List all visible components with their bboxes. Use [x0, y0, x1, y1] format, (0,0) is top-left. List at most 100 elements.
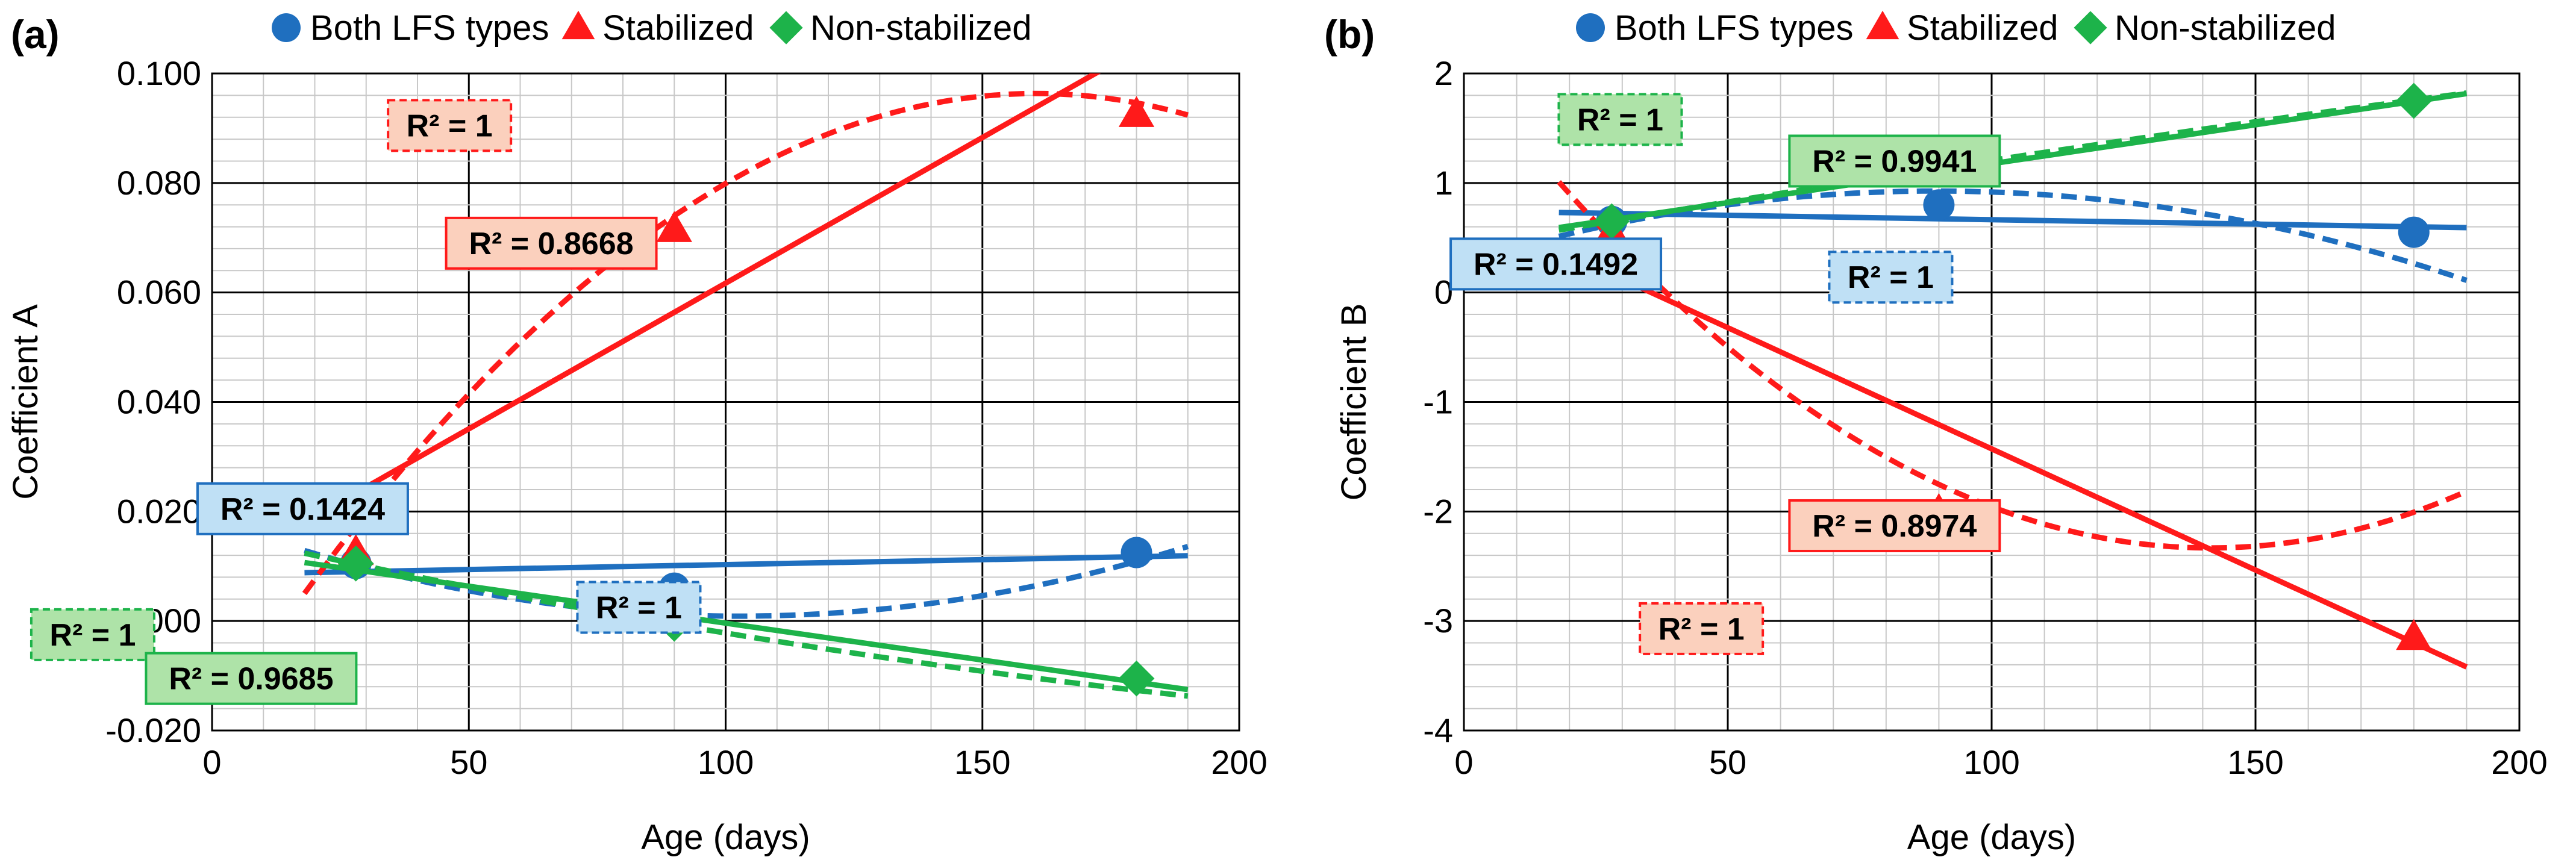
x-tick-label: 100 — [1963, 743, 2019, 781]
data-point-circle — [1121, 537, 1152, 569]
x-tick-label: 200 — [1211, 743, 1267, 781]
panel-label: (a) — [11, 12, 60, 57]
data-point-circle — [1923, 189, 1955, 221]
legend-label: Both LFS types — [1615, 8, 1854, 48]
y-tick-label: -1 — [1423, 383, 1453, 421]
y-axis-title: Coefficient B — [1334, 304, 1374, 501]
y-tick-label: -0.020 — [105, 711, 201, 749]
legend-label: Stabilized — [602, 8, 754, 48]
r-squared-label: R² = 1 — [1557, 93, 1683, 146]
r-squared-label: R² = 0.1492 — [1449, 237, 1663, 291]
data-point-triangle — [656, 211, 692, 242]
legend-label: Both LFS types — [310, 8, 549, 48]
legend-item: Stabilized — [1866, 8, 2058, 48]
r-squared-text: R² = 0.9685 — [169, 662, 333, 697]
data-point-diamond — [1593, 203, 1630, 240]
r-squared-label: R² = 1 — [1639, 602, 1765, 655]
legend-marker-circle — [272, 13, 301, 42]
x-tick-label: 0 — [202, 743, 221, 781]
legend-marker-triangle — [561, 10, 595, 40]
polynomial-trendline — [304, 550, 1189, 699]
linear-trendline — [1557, 248, 2468, 670]
r-squared-box — [145, 652, 358, 705]
data-point-circle — [2398, 216, 2430, 248]
legend-item: Both LFS types — [1576, 8, 1854, 48]
panel-label: (b) — [1324, 12, 1375, 57]
legend-item: Both LFS types — [272, 8, 549, 48]
r-squared-box — [576, 581, 702, 634]
r-squared-box — [1788, 499, 2001, 552]
plot-frame — [1463, 72, 2521, 732]
x-tick-label: 50 — [450, 743, 487, 781]
r-squared-text: R² = 1 — [49, 618, 136, 653]
grid — [211, 72, 1240, 732]
y-tick-label: 2 — [1434, 54, 1453, 92]
r-squared-label: R² = 1 — [576, 581, 702, 634]
r-squared-text: R² = 0.9941 — [1812, 144, 1977, 179]
r-squared-box — [387, 99, 513, 152]
y-tick-label: 0.100 — [117, 54, 201, 92]
series-triangle — [302, 73, 1189, 596]
polynomial-trendline — [1557, 180, 2468, 551]
r-squared-box — [30, 608, 155, 661]
legend-marker-diamond — [769, 11, 803, 45]
panel-a: 0 50 100 150 200-0.0200.0000.0200.0400.0600.… — [6, 8, 1268, 857]
r-squared-box — [445, 216, 658, 270]
r-squared-text: R² = 1 — [1577, 102, 1663, 137]
x-tick-label: 0 — [1454, 743, 1473, 781]
x-tick-label: 100 — [698, 743, 754, 781]
legend-marker-circle — [1576, 13, 1605, 42]
x-axis-title: Age (days) — [641, 818, 810, 857]
x-axis-title: Age (days) — [1907, 818, 2076, 857]
x-tick-label: 150 — [2227, 743, 2283, 781]
r-squared-label: R² = 0.8668 — [445, 216, 658, 270]
y-tick-label: 1 — [1434, 164, 1453, 202]
plot-frame — [211, 72, 1240, 732]
r-squared-text: R² = 1 — [1658, 612, 1745, 647]
legend-label: Stabilized — [1907, 8, 2058, 48]
polynomial-trendline — [302, 90, 1189, 596]
linear-trendline — [303, 73, 1101, 525]
data-point-diamond — [2395, 83, 2432, 119]
x-tick-label: 200 — [2491, 743, 2547, 781]
y-tick-label: 0.040 — [117, 383, 201, 421]
data-point-diamond — [337, 545, 374, 582]
legend-marker-triangle — [1866, 10, 1899, 40]
legend-item: Non-stabilized — [769, 8, 1032, 48]
legend-label: Non-stabilized — [2115, 8, 2336, 48]
legend-label: Non-stabilized — [810, 8, 1032, 48]
r-squared-box — [196, 482, 409, 535]
linear-trendline — [1558, 210, 2467, 231]
r-squared-text: R² = 0.1424 — [220, 492, 385, 527]
y-tick-label: -2 — [1423, 492, 1453, 530]
data-point-triangle — [2396, 618, 2432, 650]
r-squared-text: R² = 0.8974 — [1812, 509, 1977, 544]
r-squared-label: R² = 1 — [30, 608, 155, 661]
r-squared-label: R² = 1 — [1828, 251, 1954, 304]
y-axis-title: Coefficient A — [6, 304, 45, 500]
y-tick-label: 0.080 — [117, 164, 201, 202]
r-squared-box — [1639, 602, 1765, 655]
legend-item: Non-stabilized — [2074, 8, 2336, 48]
series-circle — [304, 537, 1189, 619]
y-tick-label: -3 — [1423, 602, 1453, 640]
r-squared-text: R² = 1 — [1848, 260, 1934, 295]
r-squared-box — [1449, 237, 1663, 291]
linear-trendline — [304, 553, 1188, 576]
series-circle — [1558, 188, 2468, 283]
data-point-diamond — [1118, 660, 1155, 697]
r-squared-text: R² = 1 — [596, 590, 682, 625]
x-tick-label: 150 — [954, 743, 1010, 781]
r-squared-text: R² = 1 — [407, 108, 493, 143]
r-squared-box — [1557, 93, 1683, 146]
r-squared-text: R² = 0.8668 — [469, 226, 633, 261]
r-squared-label: R² = 0.9685 — [145, 652, 358, 705]
r-squared-box — [1788, 134, 2001, 188]
legend: Both LFS types Stabilized Non-stabilized — [272, 8, 1032, 48]
polynomial-trendline — [1558, 90, 2467, 233]
r-squared-label: R² = 0.1424 — [196, 482, 409, 535]
x-tick-label: 50 — [1709, 743, 1746, 781]
r-squared-label: R² = 0.8974 — [1788, 499, 2001, 552]
